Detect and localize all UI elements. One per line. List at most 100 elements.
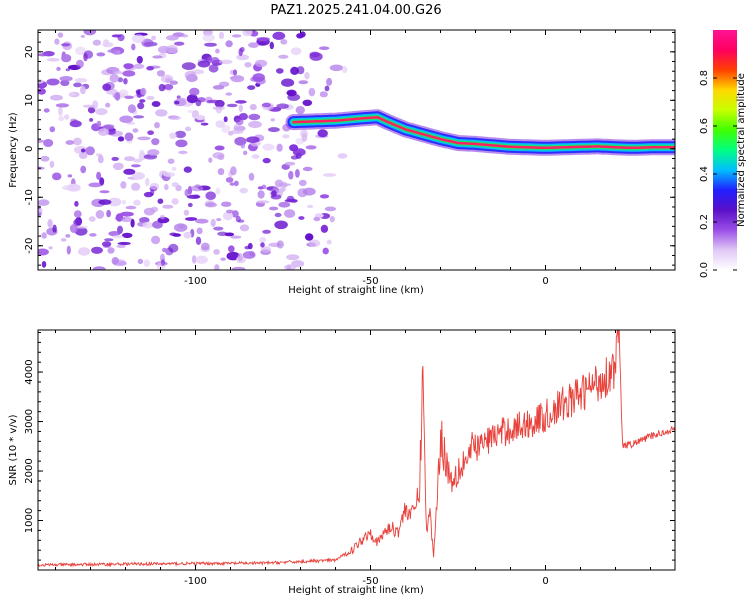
noise-blob xyxy=(202,34,215,42)
noise-blob xyxy=(146,95,155,100)
noise-blob xyxy=(221,124,231,133)
noise-blob xyxy=(66,245,71,255)
noise-blob xyxy=(290,47,302,56)
noise-blob xyxy=(256,200,270,204)
noise-blob xyxy=(131,164,141,168)
spectrogram-y-ticks: -20 -10 0 10 20 xyxy=(24,31,675,266)
snr-series-line xyxy=(38,330,675,568)
noise-blob xyxy=(281,78,295,87)
noise-blob xyxy=(276,143,283,152)
noise-blob xyxy=(152,55,163,59)
noise-blob xyxy=(97,128,109,136)
noise-blob xyxy=(123,78,128,85)
noise-blob xyxy=(195,99,202,107)
noise-blob xyxy=(119,115,134,123)
noise-blob xyxy=(137,136,151,141)
noise-blob xyxy=(61,43,71,47)
y-tick-label: 1000 xyxy=(24,508,35,533)
y-tick-label: 3000 xyxy=(24,409,35,434)
noise-blob xyxy=(197,60,211,68)
noise-blob xyxy=(38,199,50,206)
noise-blob xyxy=(95,210,105,219)
noise-blob xyxy=(269,41,274,50)
x-tick-label: -100 xyxy=(184,576,207,587)
noise-blob xyxy=(121,199,126,205)
noise-blob xyxy=(280,186,286,192)
noise-blob xyxy=(54,38,60,45)
noise-blob xyxy=(80,165,87,174)
x-tick-label: 0 xyxy=(542,276,548,287)
noise-blob xyxy=(95,108,108,116)
noise-blob xyxy=(319,46,330,50)
noise-blob xyxy=(174,100,180,105)
noise-blob xyxy=(322,247,329,255)
noise-blob xyxy=(187,110,194,113)
noise-blob xyxy=(225,40,233,48)
noise-blob xyxy=(195,114,206,121)
noise-blob xyxy=(249,104,257,111)
noise-blob xyxy=(210,218,216,227)
snr-x-ticks: -100 -50 0 xyxy=(55,330,651,587)
noise-blob xyxy=(222,211,234,221)
noise-blob xyxy=(73,210,82,218)
noise-blob xyxy=(183,231,192,239)
snr-panel: -100 -50 0 1000 2000 3000 4000 Height of stra… xyxy=(8,329,676,596)
noise-blob xyxy=(49,126,56,133)
noise-blob xyxy=(190,185,204,192)
noise-blob xyxy=(244,62,252,68)
noise-blob xyxy=(96,52,106,57)
noise-blob xyxy=(290,155,299,160)
snr-y-label: SNR (10 * v/v) xyxy=(8,414,19,485)
noise-blob xyxy=(155,109,168,117)
noise-blob xyxy=(233,124,238,128)
noise-blob xyxy=(127,104,136,114)
noise-blob xyxy=(99,190,110,194)
noise-blob xyxy=(65,140,75,145)
noise-blob xyxy=(298,179,307,187)
noise-blob xyxy=(205,191,216,200)
noise-blob xyxy=(196,227,203,235)
noise-blob xyxy=(210,57,220,64)
noise-blob xyxy=(313,216,321,222)
spectrogram-frame xyxy=(37,29,676,271)
noise-blob xyxy=(122,70,136,77)
noise-blob xyxy=(317,129,328,138)
snr-x-label: Height of straight line (km) xyxy=(288,585,424,596)
noise-blob xyxy=(214,145,225,151)
noise-blob xyxy=(260,246,272,253)
noise-blob xyxy=(38,166,45,170)
noise-blob xyxy=(147,149,160,156)
noise-blob xyxy=(286,254,300,261)
noise-blob xyxy=(284,209,296,218)
noise-blob xyxy=(298,80,309,85)
noise-blob xyxy=(166,35,179,41)
noise-blob xyxy=(61,54,72,63)
noise-blob xyxy=(111,34,122,38)
noise-blob xyxy=(130,218,135,228)
noise-blob xyxy=(74,226,88,236)
noise-blob xyxy=(65,234,71,238)
noise-blob xyxy=(186,194,201,199)
noise-blob xyxy=(80,148,86,153)
noise-blob xyxy=(218,31,225,40)
noise-blob xyxy=(288,170,294,180)
noise-blob xyxy=(91,246,103,254)
noise-blob xyxy=(89,118,94,122)
noise-blob xyxy=(247,85,256,90)
noise-blob xyxy=(65,68,71,72)
noise-blob xyxy=(226,209,234,214)
noise-blob xyxy=(137,258,144,265)
snr-y-ticks: 1000 2000 3000 4000 xyxy=(24,331,675,571)
y-tick-label: 2000 xyxy=(24,458,35,483)
noise-blob xyxy=(40,155,50,162)
spectrogram-x-label: Height of straight line (km) xyxy=(288,285,424,296)
noise-blob xyxy=(106,209,111,218)
noise-blob xyxy=(55,103,69,108)
noise-blob xyxy=(337,153,348,159)
noise-blob xyxy=(257,190,265,199)
noise-blob xyxy=(231,34,242,38)
noise-blob xyxy=(181,34,189,38)
noise-blob xyxy=(225,177,234,183)
noise-blob xyxy=(158,83,166,92)
